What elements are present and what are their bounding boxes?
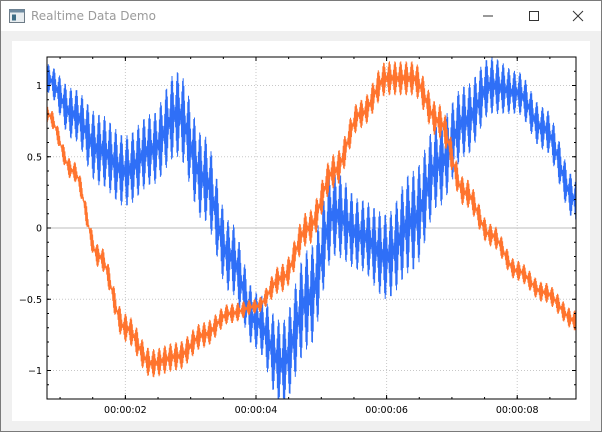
series-line-2	[47, 61, 576, 378]
close-icon	[572, 10, 584, 22]
realtime-plot[interactable]: 1 0.5 0 −0.5 −1 00:00:02 00:00:04 00:00:06 00:00…	[12, 41, 590, 421]
minimize-icon	[483, 15, 493, 17]
y-tick-label: 1	[36, 81, 42, 92]
y-tick-label: −1	[28, 366, 42, 377]
x-tick-label: 00:00:06	[365, 405, 408, 416]
series-line-1	[47, 57, 576, 399]
maximize-button[interactable]	[511, 1, 557, 31]
x-tick-label: 00:00:02	[104, 405, 147, 416]
y-tick-label: 0.5	[27, 152, 42, 163]
y-tick-label: 0	[36, 224, 42, 235]
title-bar[interactable]: Realtime Data Demo	[1, 1, 601, 31]
chart-area: 1 0.5 0 −0.5 −1 00:00:02 00:00:04 00:00:06 00:00…	[12, 41, 590, 421]
y-tick-label: −0.5	[19, 295, 42, 306]
maximize-icon	[529, 11, 539, 21]
x-tick-label: 00:00:08	[496, 405, 539, 416]
close-button[interactable]	[555, 1, 601, 31]
x-tick-label: 00:00:04	[235, 405, 278, 416]
minimize-button[interactable]	[465, 1, 511, 31]
data-series	[47, 57, 576, 399]
qt-window-icon	[9, 9, 25, 23]
axis-ticks: 1 0.5 0 −0.5 −1 00:00:02 00:00:04 00:00:06 00:00…	[19, 57, 576, 416]
window-title: Realtime Data Demo	[31, 9, 156, 23]
